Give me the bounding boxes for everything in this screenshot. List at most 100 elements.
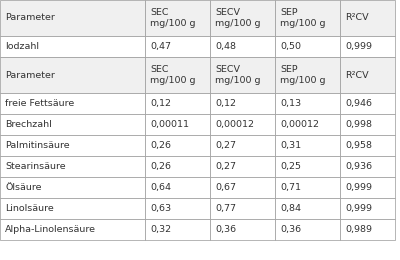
Bar (0, 198, 145, 219)
Bar (275, 156, 340, 177)
Text: 0,77: 0,77 (215, 204, 236, 213)
Text: 0,26: 0,26 (150, 162, 171, 171)
Text: 0,31: 0,31 (280, 141, 301, 150)
Bar (210, 177, 275, 198)
Bar (275, 93, 340, 114)
Bar (145, 36, 210, 57)
Bar (145, 177, 210, 198)
Bar (210, 0, 275, 36)
Bar (0, 57, 145, 93)
Bar (0, 177, 145, 198)
Bar (210, 57, 275, 93)
Text: 0,00012: 0,00012 (215, 120, 254, 129)
Bar (145, 0, 210, 36)
Bar (340, 0, 395, 36)
Bar (340, 156, 395, 177)
Text: 0,84: 0,84 (280, 204, 301, 213)
Text: freie Fettsäure: freie Fettsäure (5, 99, 74, 108)
Bar (145, 156, 210, 177)
Text: 0,00011: 0,00011 (150, 120, 189, 129)
Text: Parameter: Parameter (5, 14, 55, 23)
Text: 0,27: 0,27 (215, 141, 236, 150)
Text: 0,71: 0,71 (280, 183, 301, 192)
Bar (340, 93, 395, 114)
Bar (0, 36, 145, 57)
Bar (275, 114, 340, 135)
Text: 0,12: 0,12 (215, 99, 236, 108)
Bar (210, 198, 275, 219)
Text: 0,27: 0,27 (215, 162, 236, 171)
Text: R²CV: R²CV (345, 14, 369, 23)
Text: 0,999: 0,999 (345, 204, 372, 213)
Text: SEP
mg/100 g: SEP mg/100 g (280, 8, 326, 28)
Text: Linolsäure: Linolsäure (5, 204, 54, 213)
Bar (145, 198, 210, 219)
Bar (0, 135, 145, 156)
Bar (275, 177, 340, 198)
Bar (340, 114, 395, 135)
Text: Brechzahl: Brechzahl (5, 120, 52, 129)
Bar (145, 57, 210, 93)
Text: 0,999: 0,999 (345, 183, 372, 192)
Bar (145, 114, 210, 135)
Bar (275, 0, 340, 36)
Bar (0, 219, 145, 240)
Text: 0,25: 0,25 (280, 162, 301, 171)
Text: 0,936: 0,936 (345, 162, 372, 171)
Bar (210, 114, 275, 135)
Text: 0,999: 0,999 (345, 42, 372, 51)
Bar (0, 0, 145, 36)
Bar (210, 156, 275, 177)
Text: SEP
mg/100 g: SEP mg/100 g (280, 65, 326, 85)
Text: R²CV: R²CV (345, 70, 369, 80)
Text: Stearinsäure: Stearinsäure (5, 162, 66, 171)
Bar (145, 93, 210, 114)
Bar (0, 114, 145, 135)
Text: SECV
mg/100 g: SECV mg/100 g (215, 8, 260, 28)
Text: 0,998: 0,998 (345, 120, 372, 129)
Bar (275, 135, 340, 156)
Bar (340, 198, 395, 219)
Text: 0,26: 0,26 (150, 141, 171, 150)
Text: 0,48: 0,48 (215, 42, 236, 51)
Bar (340, 135, 395, 156)
Bar (210, 93, 275, 114)
Bar (340, 57, 395, 93)
Text: SEC
mg/100 g: SEC mg/100 g (150, 65, 196, 85)
Bar (275, 219, 340, 240)
Text: Alpha-Linolensäure: Alpha-Linolensäure (5, 225, 96, 234)
Bar (145, 219, 210, 240)
Text: 0,32: 0,32 (150, 225, 171, 234)
Text: 0,47: 0,47 (150, 42, 171, 51)
Text: 0,946: 0,946 (345, 99, 372, 108)
Text: 0,36: 0,36 (280, 225, 301, 234)
Bar (145, 135, 210, 156)
Text: Palmitinsäure: Palmitinsäure (5, 141, 70, 150)
Bar (210, 135, 275, 156)
Text: SEC
mg/100 g: SEC mg/100 g (150, 8, 196, 28)
Text: 0,958: 0,958 (345, 141, 372, 150)
Text: Ölsäure: Ölsäure (5, 183, 42, 192)
Bar (275, 198, 340, 219)
Text: 0,13: 0,13 (280, 99, 301, 108)
Text: 0,63: 0,63 (150, 204, 171, 213)
Text: 0,00012: 0,00012 (280, 120, 319, 129)
Bar (275, 57, 340, 93)
Bar (275, 36, 340, 57)
Text: 0,36: 0,36 (215, 225, 236, 234)
Bar (340, 36, 395, 57)
Bar (0, 93, 145, 114)
Text: 0,64: 0,64 (150, 183, 171, 192)
Text: 0,12: 0,12 (150, 99, 171, 108)
Bar (210, 219, 275, 240)
Text: 0,67: 0,67 (215, 183, 236, 192)
Bar (210, 36, 275, 57)
Bar (340, 177, 395, 198)
Bar (340, 219, 395, 240)
Bar (0, 156, 145, 177)
Text: SECV
mg/100 g: SECV mg/100 g (215, 65, 260, 85)
Text: 0,50: 0,50 (280, 42, 301, 51)
Text: Parameter: Parameter (5, 70, 55, 80)
Text: 0,989: 0,989 (345, 225, 372, 234)
Text: Iodzahl: Iodzahl (5, 42, 39, 51)
